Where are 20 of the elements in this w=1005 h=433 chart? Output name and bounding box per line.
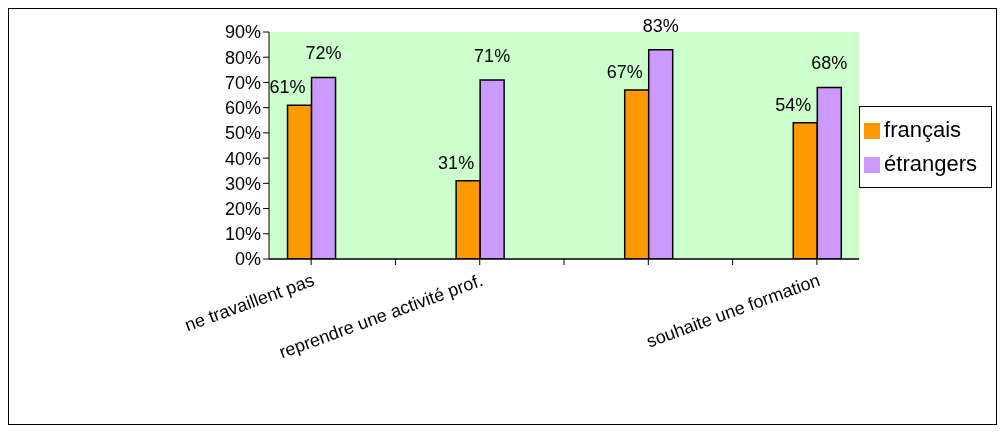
y-tick-label: 10% <box>224 224 261 245</box>
data-label: 83% <box>642 15 679 36</box>
data-label: 54% <box>775 94 812 115</box>
y-tick-label: 20% <box>224 198 261 219</box>
y-tick-label: 40% <box>224 148 261 169</box>
legend-label: français <box>884 116 962 142</box>
y-tick-label: 0% <box>234 249 261 270</box>
data-label: 31% <box>438 152 475 173</box>
y-tick-label: 70% <box>224 72 261 93</box>
y-tick-label: 90% <box>224 22 261 43</box>
y-tick-label: 30% <box>224 173 261 194</box>
data-label: 68% <box>811 53 848 74</box>
y-tick-label: 50% <box>224 123 261 144</box>
data-label: 71% <box>474 45 511 66</box>
y-tick-label: 60% <box>224 98 261 119</box>
data-label: 61% <box>269 77 306 98</box>
data-label: 67% <box>606 62 643 83</box>
y-tick-label: 80% <box>224 47 261 68</box>
legend-label: étrangers <box>884 150 977 176</box>
data-label: 72% <box>305 43 342 64</box>
